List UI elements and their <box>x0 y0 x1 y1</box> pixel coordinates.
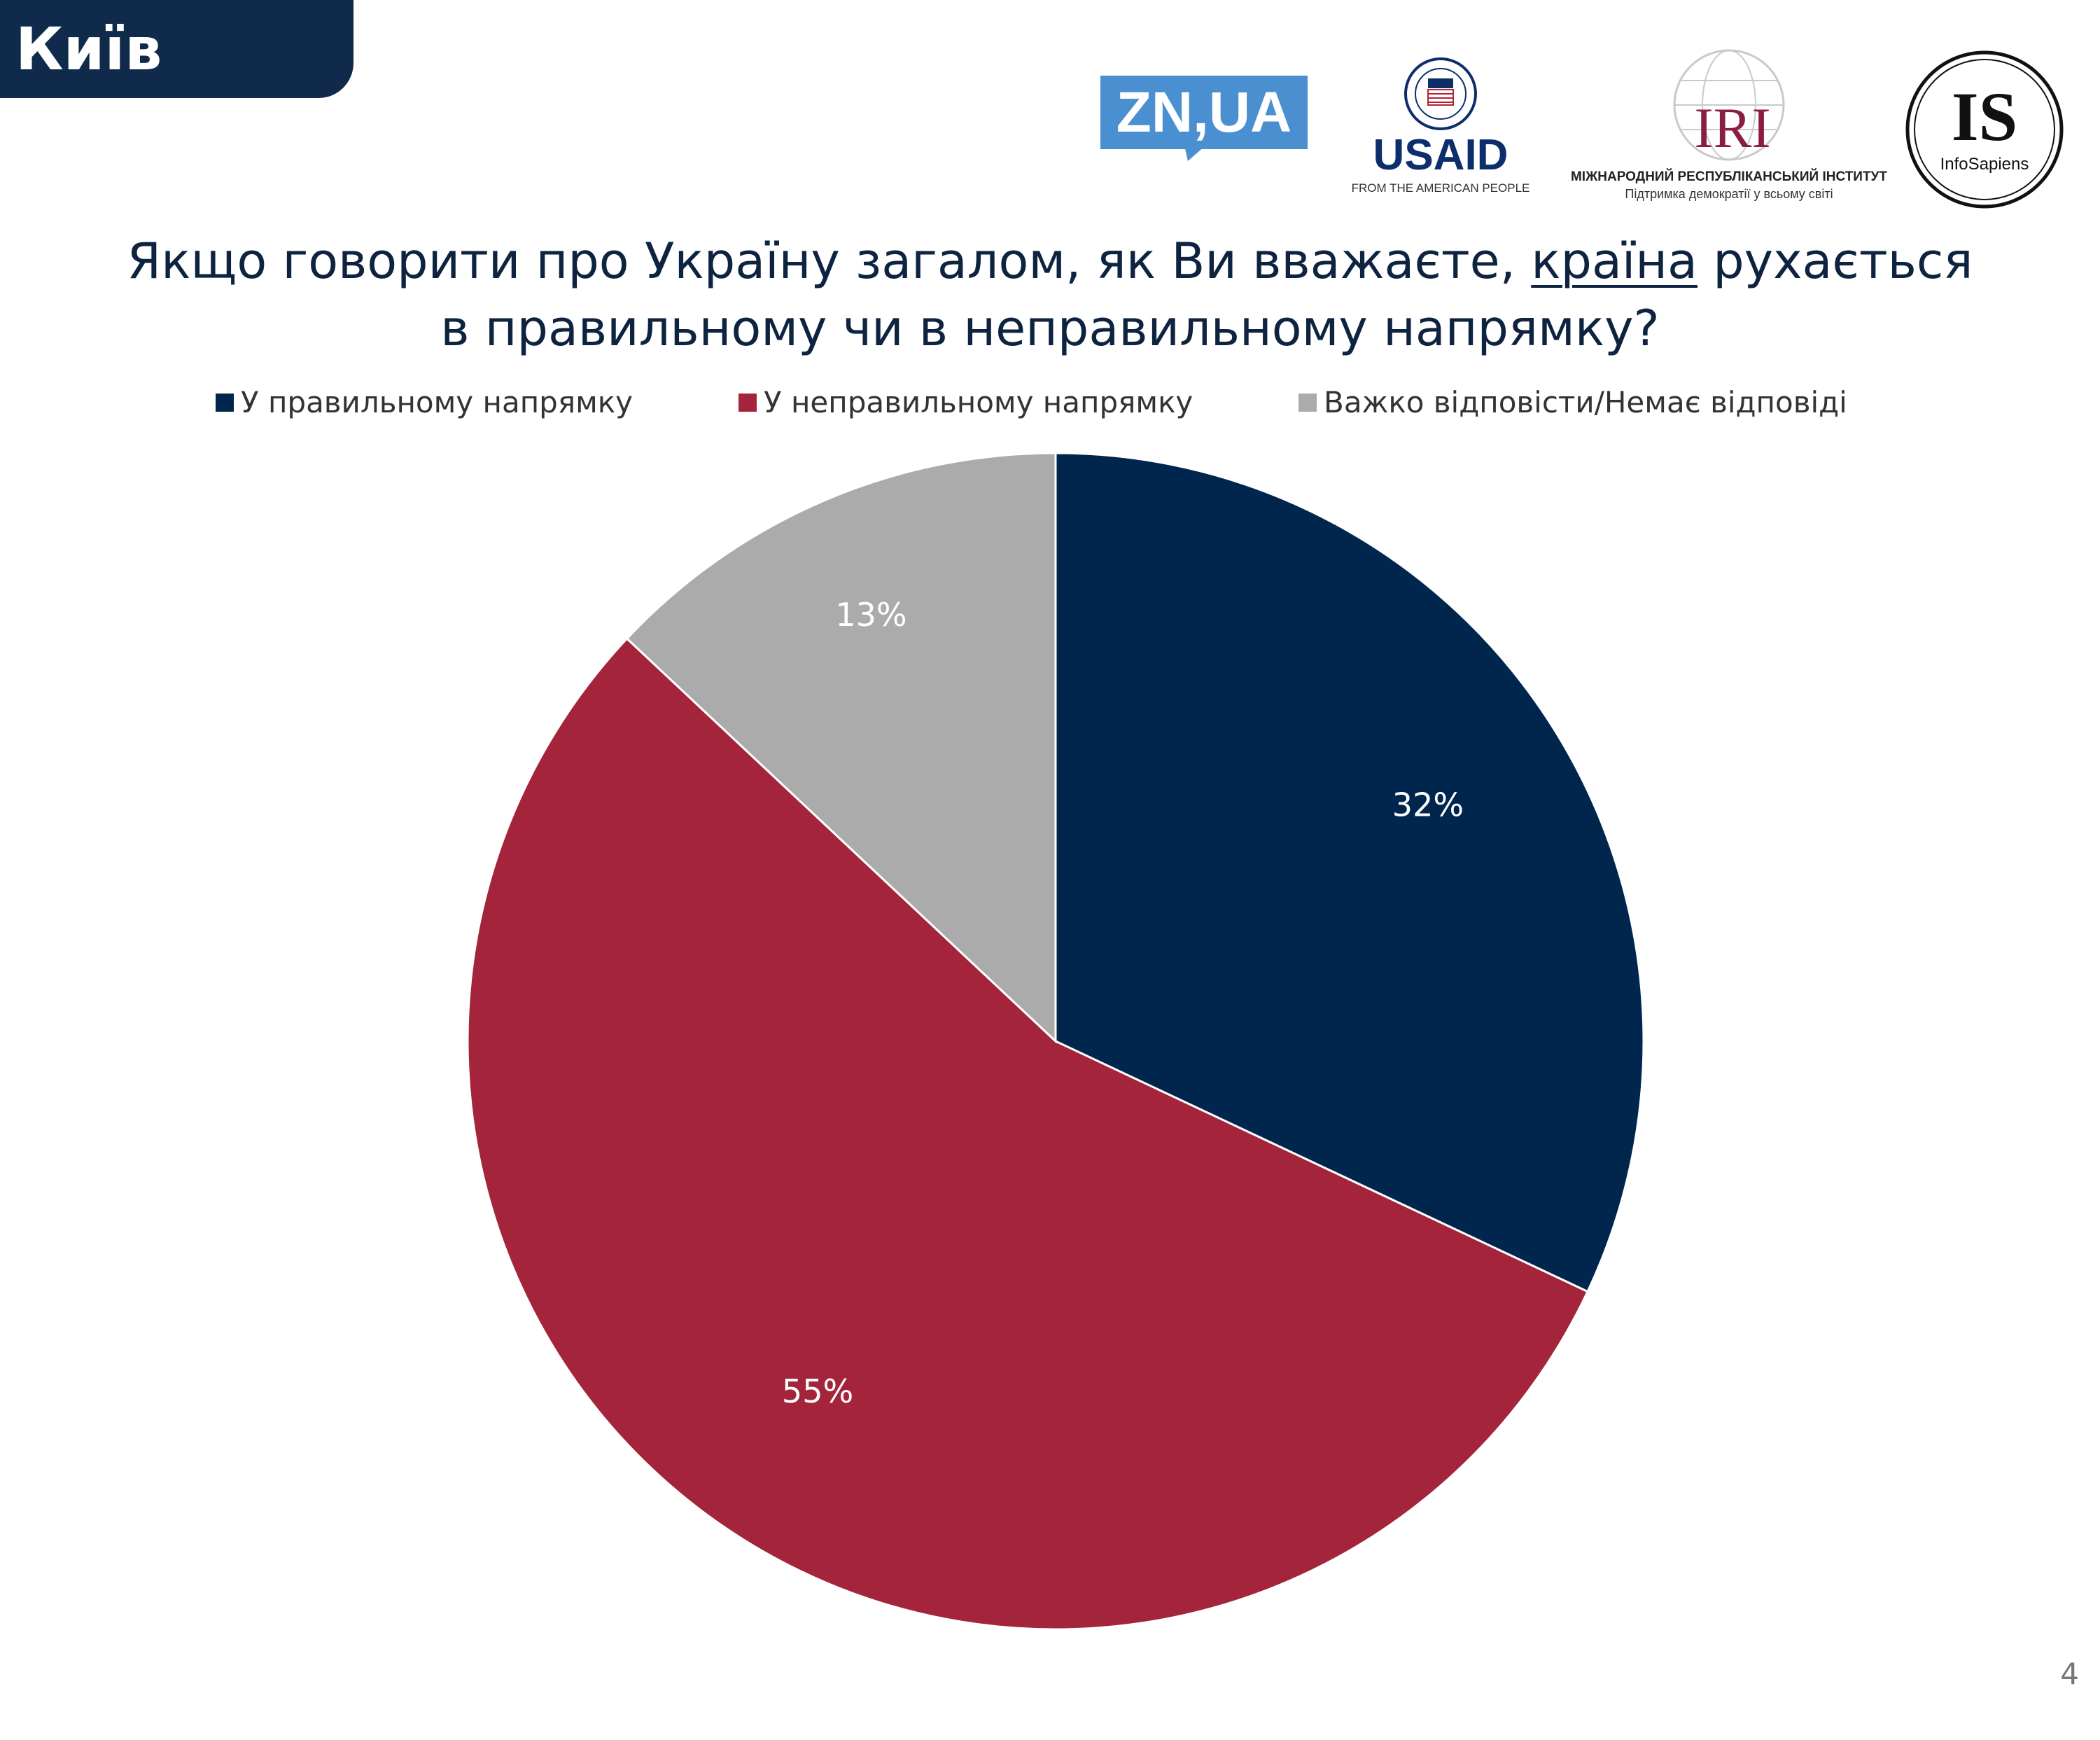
legend-swatch-right-direction <box>216 393 234 412</box>
pie-slice-right-direction <box>1054 452 1645 1293</box>
usaid-logo: USAID FROM THE AMERICAN PEOPLE <box>1352 57 1530 195</box>
zn-ua-logo: ZN,UA <box>1100 76 1308 161</box>
legend-swatch-hard-to-say <box>1298 393 1317 412</box>
legend-label-hard-to-say: Важко відповісти/Немає відповіді <box>1324 385 1847 419</box>
is-logo-subtext: InfoSapiens <box>1940 155 2029 174</box>
pie-label-right-direction: 32% <box>1392 786 1464 823</box>
city-label: Київ <box>15 15 162 83</box>
chart-title-line1: Якщо говорити про Україну загалом, як Ви… <box>0 228 2100 295</box>
legend-swatch-wrong-direction <box>738 393 757 412</box>
iri-logo: IRI МІЖНАРОДНИЙ РЕСПУБЛІКАНСЬКИЙ ІНСТИТУ… <box>1571 49 1887 201</box>
page-number: 4 <box>2060 1657 2079 1691</box>
iri-logo-line2: Підтримка демократії у всьому світі <box>1625 187 1833 201</box>
legend-label-wrong-direction: У неправильному напрямку <box>764 385 1194 419</box>
legend-item-hard-to-say: Важко відповісти/Немає відповіді <box>1298 385 1847 419</box>
city-tab: Київ <box>0 0 354 98</box>
pie-slice-wrong-direction <box>466 636 1590 1631</box>
iri-logo-line1: МІЖНАРОДНИЙ РЕСПУБЛІКАНСЬКИЙ ІНСТИТУТ <box>1571 169 1887 184</box>
chart-title-part2: рухається <box>1713 232 1973 290</box>
zn-logo-text: ZN,UA <box>1116 81 1292 144</box>
infosapiens-logo: IS InfoSapiens <box>1905 50 2064 209</box>
chart-legend: У правильному напрямку У неправильному н… <box>0 385 2100 427</box>
chart-title-highlight: країна <box>1531 232 1698 290</box>
pie-label-hard-to-say: 13% <box>835 596 906 634</box>
usaid-logo-subtext: FROM THE AMERICAN PEOPLE <box>1352 181 1530 195</box>
partner-logos: ZN,UA USAID FROM THE AMERICAN PEOPLE IRI… <box>1085 49 2065 210</box>
usaid-logo-text: USAID <box>1373 131 1508 179</box>
legend-item-wrong-direction: У неправильному напрямку <box>738 385 1193 419</box>
chart-title-part1: Якщо говорити про Україну загалом, як Ви… <box>127 232 1516 290</box>
is-logo-text: IS <box>1952 78 2018 155</box>
chart-title: Якщо говорити про Україну загалом, як Ви… <box>0 228 2100 362</box>
pie-slice-hard-to-say <box>625 452 1057 1044</box>
pie-label-wrong-direction: 55% <box>782 1372 853 1410</box>
iri-logo-text: IRI <box>1694 96 1770 160</box>
chart-title-line2: в правильному чи в неправильному напрямк… <box>440 300 1660 357</box>
legend-item-right-direction: У правильному напрямку <box>216 385 633 419</box>
legend-label-right-direction: У правильному напрямку <box>241 385 633 419</box>
